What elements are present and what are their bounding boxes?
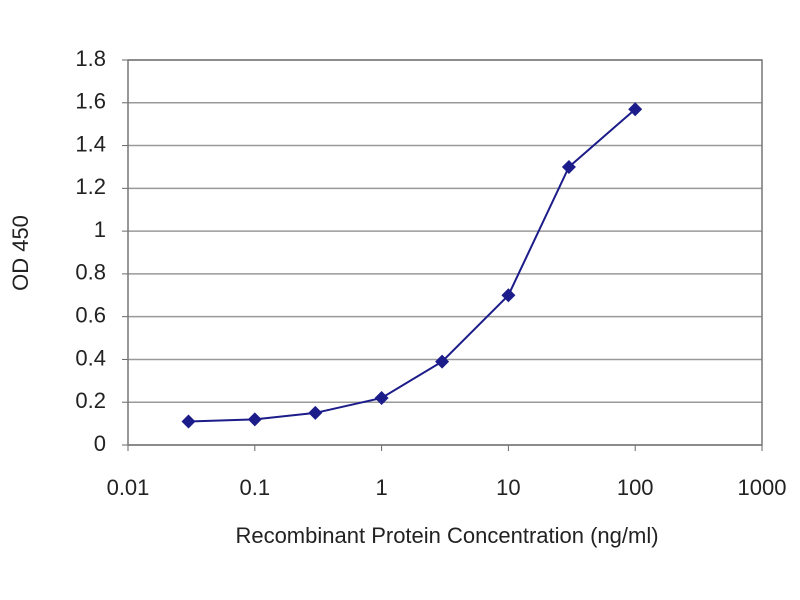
x-tick-label: 1 bbox=[375, 475, 387, 500]
y-tick-label: 0.8 bbox=[75, 260, 106, 285]
x-tick-label: 1000 bbox=[738, 475, 787, 500]
data-point bbox=[561, 159, 576, 174]
y-tick-label: 1.8 bbox=[75, 46, 106, 71]
y-tick-label: 0 bbox=[94, 431, 106, 456]
data-point bbox=[501, 288, 516, 303]
plot-frame bbox=[127, 59, 763, 446]
data-point bbox=[181, 414, 196, 429]
y-tick-label: 0.2 bbox=[75, 388, 106, 413]
series-line bbox=[188, 108, 636, 423]
y-tick-label: 1.4 bbox=[75, 131, 106, 156]
y-tick-label: 1 bbox=[94, 217, 106, 242]
y-tick-label: 0.4 bbox=[75, 345, 106, 370]
x-axis-label: Recombinant Protein Concentration (ng/ml… bbox=[235, 523, 658, 548]
y-tick-label: 0.6 bbox=[75, 302, 106, 327]
y-tick-label: 1.2 bbox=[75, 174, 106, 199]
x-tick-label: 100 bbox=[617, 475, 654, 500]
x-tick-label: 0.01 bbox=[107, 475, 150, 500]
x-tick-label: 10 bbox=[496, 475, 520, 500]
data-point bbox=[374, 390, 389, 405]
y-axis-label: OD 450 bbox=[8, 215, 33, 291]
y-tick-label: 1.6 bbox=[75, 89, 106, 114]
data-point bbox=[435, 354, 450, 369]
data-point bbox=[628, 102, 643, 117]
data-point bbox=[308, 405, 323, 420]
x-tick-label: 0.1 bbox=[240, 475, 271, 500]
data-point bbox=[247, 412, 262, 427]
